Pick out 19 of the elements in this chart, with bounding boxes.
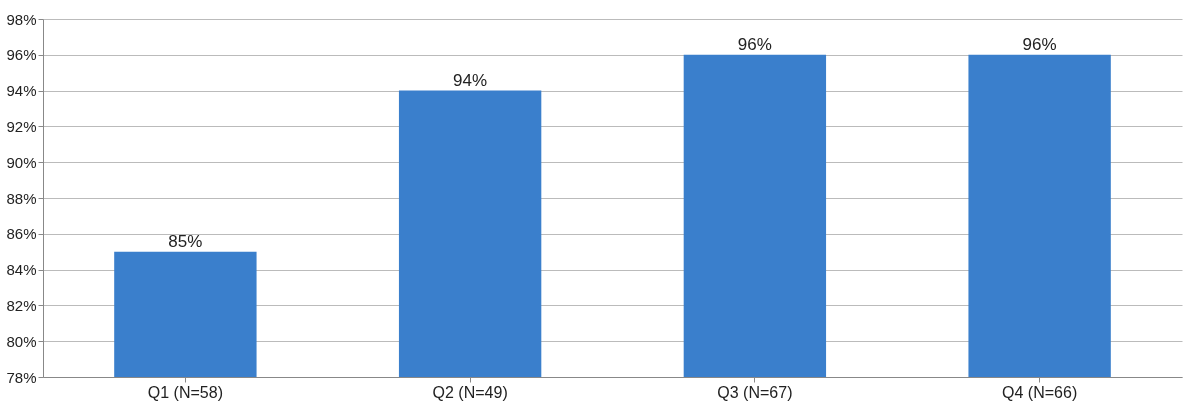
y-tick-label: 94% — [6, 82, 37, 100]
x-tick-label: Q1 (N=58) — [147, 383, 223, 401]
y-tick-label: 80% — [6, 332, 37, 350]
data-label: 96% — [1022, 34, 1057, 54]
y-tick-label: 82% — [6, 296, 37, 314]
data-label: 94% — [453, 70, 488, 90]
data-label: 96% — [737, 34, 772, 54]
y-tick-label: 96% — [6, 46, 37, 64]
x-tick-label: Q2 (N=49) — [432, 383, 508, 401]
y-tick-label: 88% — [6, 189, 37, 207]
x-tick-label: Q3 (N=67) — [717, 383, 793, 401]
x-tick-label: Q4 (N=66) — [1002, 383, 1078, 401]
data-label: 85% — [168, 231, 203, 251]
y-tick-label: 98% — [6, 10, 37, 28]
y-tick-label: 84% — [6, 261, 37, 279]
y-tick-label: 90% — [6, 153, 37, 171]
y-tick-label: 86% — [6, 225, 37, 243]
y-tick-label: 92% — [6, 117, 37, 135]
y-tick-label: 78% — [6, 368, 37, 386]
